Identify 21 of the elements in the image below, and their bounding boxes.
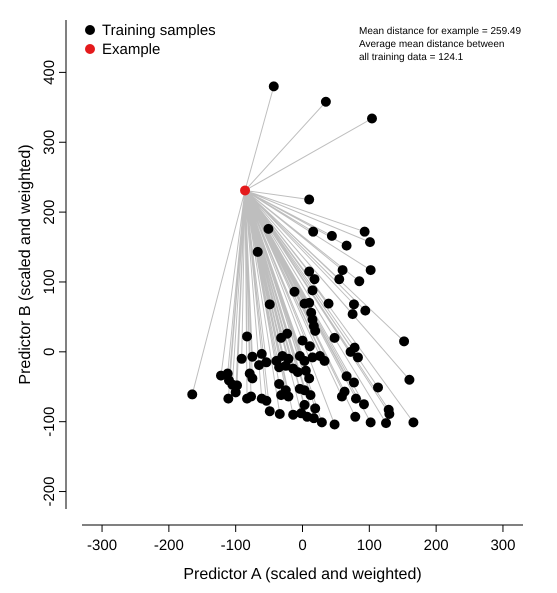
annotation: all training data = 124.1 (359, 52, 464, 63)
x-tick-label: -300 (87, 537, 118, 554)
annotation: Average mean distance between (359, 39, 504, 50)
y-axis-title: Predictor B (scaled and weighted) (17, 144, 34, 385)
y-tick-label: -100 (41, 406, 58, 437)
x-tick-label: -200 (154, 537, 184, 554)
y-tick-label: -200 (41, 476, 58, 507)
y-tick-label: 0 (41, 348, 58, 356)
x-tick-label: -100 (220, 537, 251, 554)
x-tick-label: 300 (490, 537, 516, 554)
y-tick-label: 100 (41, 269, 58, 294)
legend-label: Example (102, 41, 160, 58)
legend-label: Training samples (102, 22, 216, 39)
x-tick-label: 0 (298, 537, 307, 554)
annotation: Mean distance for example = 259.49 (359, 26, 522, 37)
y-tick-label: 300 (41, 130, 58, 155)
y-tick-label: 200 (41, 200, 58, 225)
x-tick-label: 200 (424, 537, 449, 554)
x-axis-title: Predictor A (scaled and weighted) (183, 566, 422, 583)
y-tick-label: 400 (41, 60, 58, 85)
x-tick-label: 100 (356, 537, 382, 554)
